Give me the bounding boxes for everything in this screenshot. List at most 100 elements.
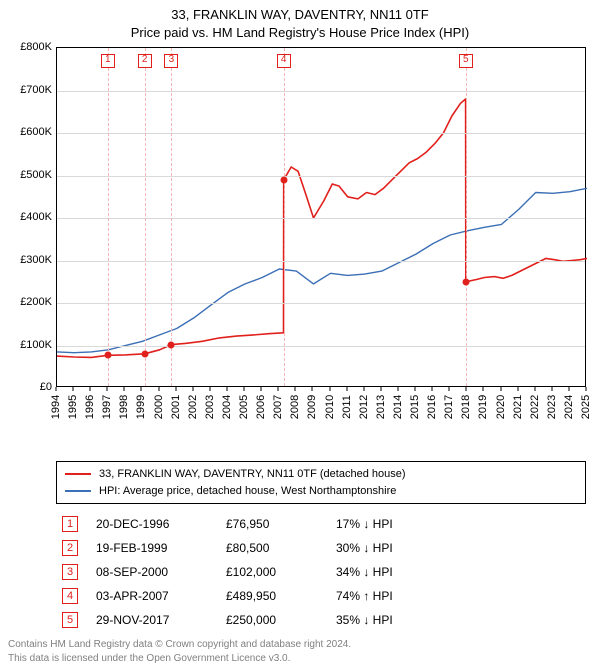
x-tick-label: 2014 [392, 395, 404, 419]
x-tick-mark [90, 387, 91, 391]
x-tick-mark [261, 387, 262, 391]
sales-row-date: 19-FEB-1999 [96, 541, 226, 555]
sales-row: 219-FEB-1999£80,50030% ↓ HPI [56, 536, 592, 560]
sales-table: 1 20-DEC-1996£76,95017% ↓ HPI 219-FEB-1999… [56, 512, 592, 632]
sale-guide-line [466, 48, 467, 386]
x-tick-label: 2010 [324, 395, 336, 419]
y-tick-label: £200K [20, 296, 52, 308]
x-tick-mark [466, 387, 467, 391]
x-tick-mark [278, 387, 279, 391]
x-tick-label: 2009 [306, 395, 318, 419]
chart-area: £0£100K£200K£300K£400K£500K£600K£700K£80… [8, 47, 586, 421]
sales-row-price: £76,950 [226, 517, 336, 531]
sales-row: 403-APR-2007£489,95074% ↑ HPI [56, 584, 592, 608]
x-tick-label: 2024 [563, 395, 575, 419]
x-tick-mark [295, 387, 296, 391]
x-tick-mark [363, 387, 364, 391]
x-tick-mark [158, 387, 159, 391]
chart-title-line-2: Price paid vs. HM Land Registry's House … [8, 24, 592, 42]
x-tick-mark [73, 387, 74, 391]
x-tick-mark [500, 387, 501, 391]
legend-swatch [65, 473, 91, 475]
sale-marker: 3 [164, 54, 178, 68]
y-axis: £0£100K£200K£300K£400K£500K£600K£700K£80… [8, 47, 56, 387]
sales-row-delta: 17% ↓ HPI [336, 517, 446, 531]
x-tick-mark [432, 387, 433, 391]
x-tick-label: 2007 [272, 395, 284, 419]
x-tick-label: 2000 [153, 395, 165, 419]
sale-dot [104, 352, 111, 359]
legend: 33, FRANKLIN WAY, DAVENTRY, NN11 0TF (de… [56, 461, 586, 504]
plot-area: 12345 [56, 47, 586, 387]
sales-row: 1 20-DEC-1996£76,95017% ↓ HPI [56, 512, 592, 536]
sales-row-date: 29-NOV-2017 [96, 613, 226, 627]
sales-row-delta: 34% ↓ HPI [336, 565, 446, 579]
chart-title-line-1: 33, FRANKLIN WAY, DAVENTRY, NN11 0TF [8, 6, 592, 24]
x-tick-label: 2006 [255, 395, 267, 419]
sales-row-date: 03-APR-2007 [96, 589, 226, 603]
gridline [57, 176, 585, 177]
series-hpi [57, 188, 587, 352]
x-tick-label: 2004 [221, 395, 233, 419]
sales-row-delta: 30% ↓ HPI [336, 541, 446, 555]
legend-label: 33, FRANKLIN WAY, DAVENTRY, NN11 0TF (de… [99, 466, 406, 483]
sales-row: 529-NOV-2017£250,00035% ↓ HPI [56, 608, 592, 632]
sales-row-price: £80,500 [226, 541, 336, 555]
y-tick-label: £100K [20, 339, 52, 351]
sale-guide-line [145, 48, 146, 386]
x-tick-mark [244, 387, 245, 391]
sales-row-delta: 35% ↓ HPI [336, 613, 446, 627]
y-tick-label: £500K [20, 169, 52, 181]
sales-row-price: £102,000 [226, 565, 336, 579]
sales-row-price: £489,950 [226, 589, 336, 603]
x-tick-mark [449, 387, 450, 391]
sales-row-number: 5 [62, 612, 78, 628]
sales-row-number: 1 [62, 516, 78, 532]
gridline [57, 133, 585, 134]
x-tick-mark [517, 387, 518, 391]
y-tick-label: £0 [40, 381, 52, 393]
x-tick-label: 2019 [477, 395, 489, 419]
gridline [57, 261, 585, 262]
sale-dot [280, 176, 287, 183]
x-tick-label: 2002 [187, 395, 199, 419]
y-tick-label: £400K [20, 211, 52, 223]
sales-row-number: 4 [62, 588, 78, 604]
sale-marker: 5 [459, 54, 473, 68]
x-tick-mark [586, 387, 587, 391]
sale-marker: 4 [277, 54, 291, 68]
x-tick-label: 2018 [460, 395, 472, 419]
legend-label: HPI: Average price, detached house, West… [99, 483, 396, 500]
y-tick-label: £700K [20, 84, 52, 96]
x-tick-mark [534, 387, 535, 391]
x-axis: 1994199519961997199819992000200120022003… [56, 387, 586, 421]
sale-dot [462, 278, 469, 285]
sales-row-date: 20-DEC-1996 [96, 517, 226, 531]
x-tick-mark [346, 387, 347, 391]
x-tick-label: 2005 [238, 395, 250, 419]
gridline [57, 218, 585, 219]
x-tick-label: 1995 [67, 395, 79, 419]
sale-guide-line [284, 48, 285, 386]
x-tick-label: 2016 [426, 395, 438, 419]
sale-marker: 2 [138, 54, 152, 68]
sale-marker: 1 [101, 54, 115, 68]
footer-line-2: This data is licensed under the Open Gov… [8, 652, 592, 665]
sale-guide-line [171, 48, 172, 386]
x-tick-mark [124, 387, 125, 391]
y-tick-label: £600K [20, 126, 52, 138]
gridline [57, 303, 585, 304]
x-tick-mark [209, 387, 210, 391]
x-tick-mark [568, 387, 569, 391]
x-tick-label: 2015 [409, 395, 421, 419]
x-tick-mark [226, 387, 227, 391]
series-price-paid [57, 99, 587, 357]
footer-attribution: Contains HM Land Registry data © Crown c… [8, 638, 592, 665]
x-tick-mark [192, 387, 193, 391]
x-tick-mark [415, 387, 416, 391]
x-tick-mark [380, 387, 381, 391]
y-tick-label: £300K [20, 254, 52, 266]
x-tick-label: 2025 [580, 395, 592, 419]
x-tick-label: 2008 [289, 395, 301, 419]
legend-swatch [65, 490, 91, 492]
